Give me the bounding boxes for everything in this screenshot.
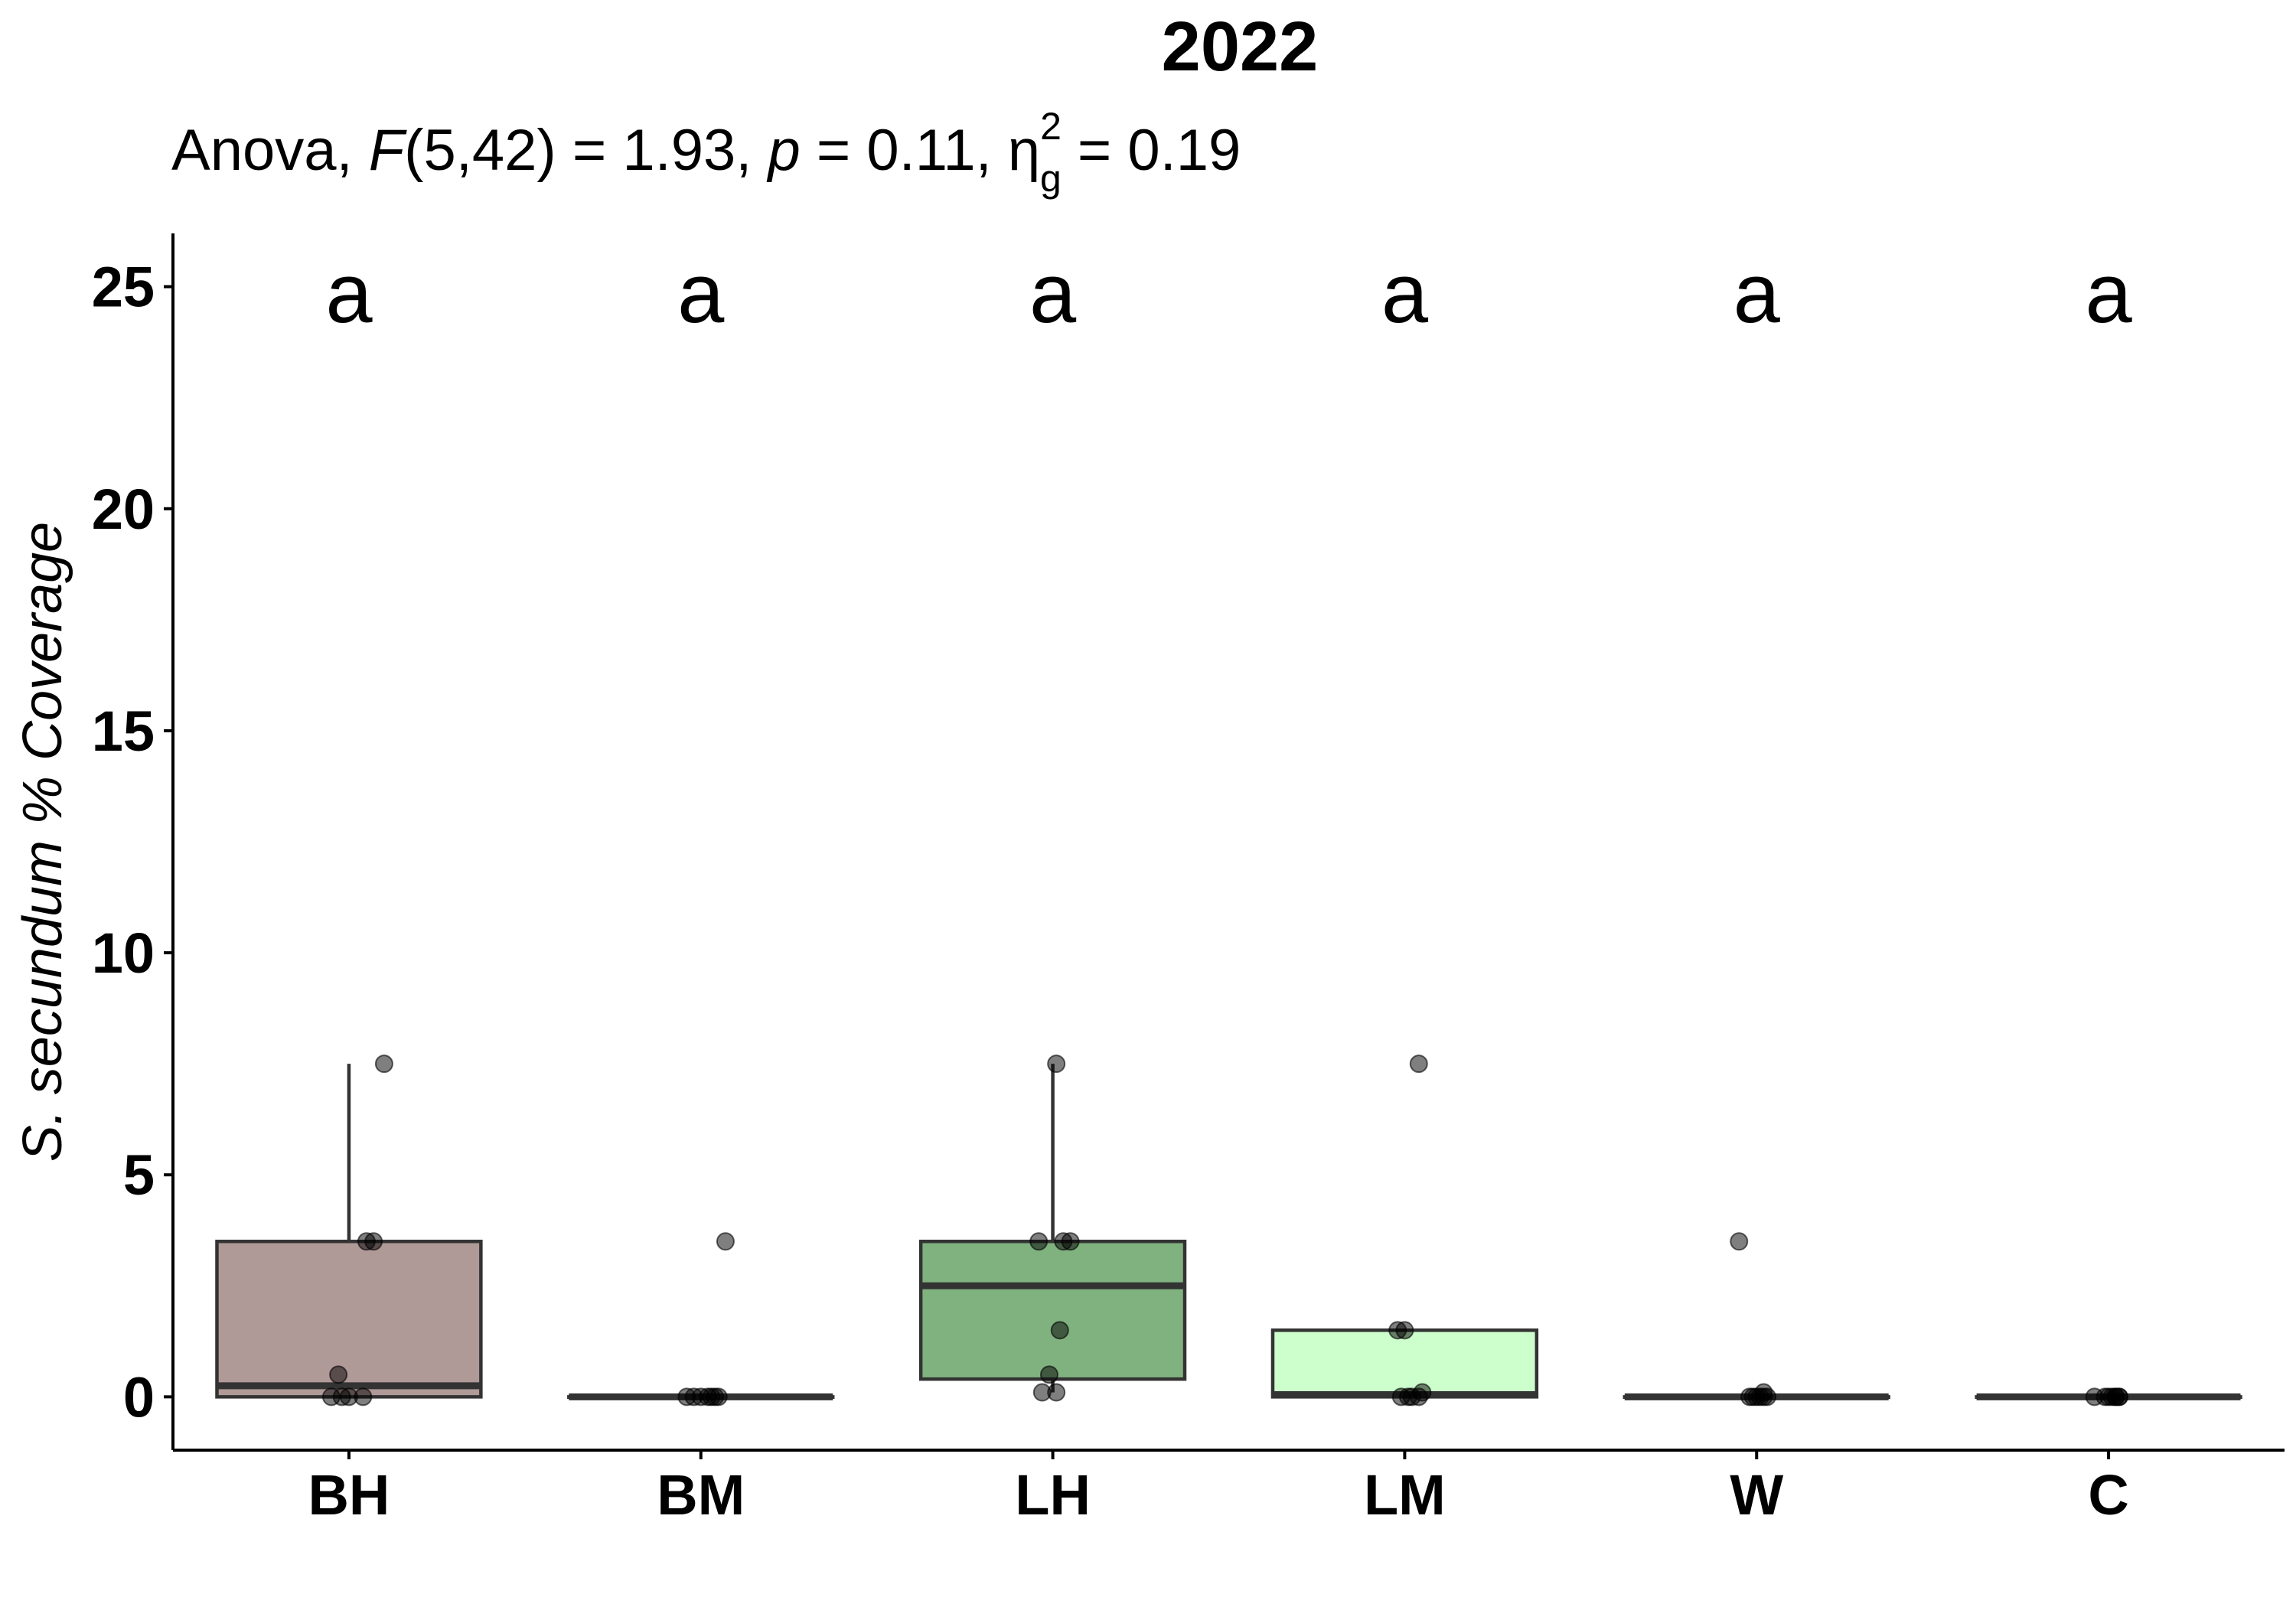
subtitle-p-symbol: p (766, 118, 800, 183)
data-point (329, 1365, 348, 1384)
significance-letter: a (2085, 246, 2132, 341)
data-point (1395, 1321, 1414, 1340)
subtitle-eta-symbol: η (1008, 118, 1040, 183)
data-point (1402, 1387, 1421, 1407)
data-point (1730, 1232, 1749, 1251)
data-point (374, 1054, 393, 1074)
box-bh (215, 1240, 483, 1399)
data-point (1039, 1365, 1058, 1384)
x-tick-label: W (1730, 1463, 1783, 1527)
y-tick-label: 20 (92, 478, 155, 541)
subtitle-f-args: (5,42) = 1.93, (404, 118, 768, 183)
significance-letter: a (325, 246, 373, 341)
y-tick-label: 0 (123, 1365, 155, 1429)
y-tick-label: 15 (92, 699, 155, 763)
x-tick-label: BH (308, 1463, 390, 1527)
x-tick-label: LH (1015, 1463, 1091, 1527)
subtitle-eta-sup: 2 (1040, 105, 1062, 148)
subtitle-f-symbol: F (369, 118, 407, 183)
subtitle-p-value: = 0.11, (801, 118, 1008, 183)
data-point (332, 1387, 351, 1407)
subtitle-eta-value: = 0.19 (1062, 118, 1241, 183)
chart-title: 2022 (1162, 8, 1319, 86)
significance-letter: a (677, 246, 725, 341)
significance-letter: a (1029, 246, 1077, 341)
box-lh (918, 1240, 1187, 1381)
y-tick-label: 10 (92, 921, 155, 985)
data-point (716, 1232, 735, 1251)
data-point (1029, 1232, 1049, 1251)
significance-letter: a (1381, 246, 1429, 341)
x-tick-label: C (2088, 1463, 2128, 1527)
y-tick-label: 5 (123, 1143, 155, 1207)
data-point (2109, 1387, 2128, 1407)
data-point (1047, 1054, 1066, 1074)
data-point (706, 1387, 725, 1407)
significance-letter: a (1733, 246, 1781, 341)
data-point (1409, 1054, 1428, 1074)
y-tick-label: 25 (92, 256, 155, 319)
data-point (354, 1387, 373, 1407)
data-point (1047, 1383, 1066, 1402)
y-axis-label: S. secundum % Coverage (12, 522, 73, 1162)
data-point (357, 1232, 376, 1251)
subtitle-prefix: Anova, (171, 118, 369, 183)
box-lm (1270, 1328, 1539, 1399)
data-point (1061, 1232, 1080, 1251)
subtitle-eta-sub: g (1040, 157, 1062, 200)
plot-area: 0 5 10 15 20 25 BH a BM a LH a LM a Wa Ca (92, 233, 2285, 1527)
chart-subtitle: Anova, F(5,42) = 1.93, p = 0.11, η2 g = 0… (171, 105, 1241, 200)
data-point (1050, 1321, 1069, 1340)
x-tick-label: LM (1364, 1463, 1446, 1527)
x-tick-label: BM (657, 1463, 745, 1527)
data-point (1754, 1387, 1773, 1407)
